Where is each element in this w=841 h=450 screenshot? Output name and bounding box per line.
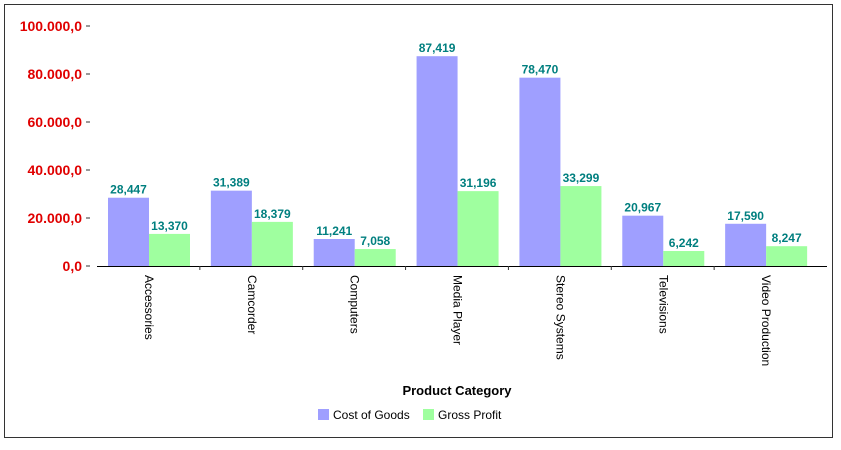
legend-label: Gross Profit — [438, 408, 502, 422]
bar-gross-profit — [663, 251, 705, 266]
bar-gross-profit — [149, 233, 190, 266]
data-label: 78,470 — [522, 63, 559, 77]
legend-swatch — [423, 409, 434, 420]
y-tick-label: 100.000,0 — [20, 18, 82, 34]
data-label: 20,967 — [624, 201, 661, 215]
bar-gross-profit — [251, 221, 293, 266]
y-tick-label: 80.000,0 — [28, 66, 83, 82]
data-label: 18,379 — [254, 207, 291, 221]
bar-gross-profit — [457, 191, 499, 266]
data-label: 87,419 — [419, 41, 456, 55]
bar-gross-profit — [354, 249, 396, 266]
x-tick-label: Televisions — [656, 275, 670, 334]
data-label: 17,590 — [727, 209, 764, 223]
bar-cost-of-goods — [108, 197, 149, 266]
bar-cost-of-goods — [210, 190, 252, 266]
data-label: 31,196 — [460, 176, 497, 190]
data-label: 13,370 — [151, 219, 188, 233]
bar-gross-profit — [766, 246, 808, 266]
data-label: 31,389 — [213, 176, 250, 190]
y-axis: 0,0 20.000,0 40.000,0 60.000,0 80.000,0 100.0… — [20, 18, 90, 274]
bar-cost-of-goods — [313, 239, 355, 266]
y-tick-label: 20.000,0 — [28, 210, 83, 226]
bar-cost-of-goods — [622, 215, 664, 266]
x-tick-label: Accessories — [142, 275, 156, 340]
legend-swatch — [318, 409, 329, 420]
bar-cost-of-goods — [725, 223, 767, 266]
x-tick-label: Camcorder — [245, 275, 259, 334]
data-label: 33,299 — [563, 171, 600, 185]
data-label: 28,447 — [110, 183, 147, 197]
data-label: 11,241 — [316, 224, 352, 238]
data-label: 7,058 — [360, 234, 390, 248]
y-tick-label: 60.000,0 — [28, 114, 83, 130]
y-tick-label: 0,0 — [63, 258, 83, 274]
x-tick-label: Video Production — [759, 275, 773, 366]
bar-gross-profit — [560, 186, 602, 266]
legend-label: Cost of Goods — [333, 408, 410, 422]
bars: 28,447 13,370 31,389 18,379 11,241 7,058 87,41… — [108, 41, 808, 267]
x-tick-label: Media Player — [451, 275, 465, 345]
x-tick-label: Stereo Systems — [553, 275, 567, 360]
bar-cost-of-goods — [519, 77, 561, 266]
legend: Cost of Goods Gross Profit — [318, 408, 502, 422]
y-tick-label: 40.000,0 — [28, 162, 83, 178]
data-label: 8,247 — [772, 231, 802, 245]
x-axis-title: Product Category — [402, 383, 512, 398]
bar-cost-of-goods — [416, 56, 458, 267]
x-tick-label: Computers — [348, 275, 362, 334]
x-axis: Accessories Camcorder Computers Media Playe… — [97, 266, 827, 366]
data-label: 6,242 — [669, 236, 699, 250]
